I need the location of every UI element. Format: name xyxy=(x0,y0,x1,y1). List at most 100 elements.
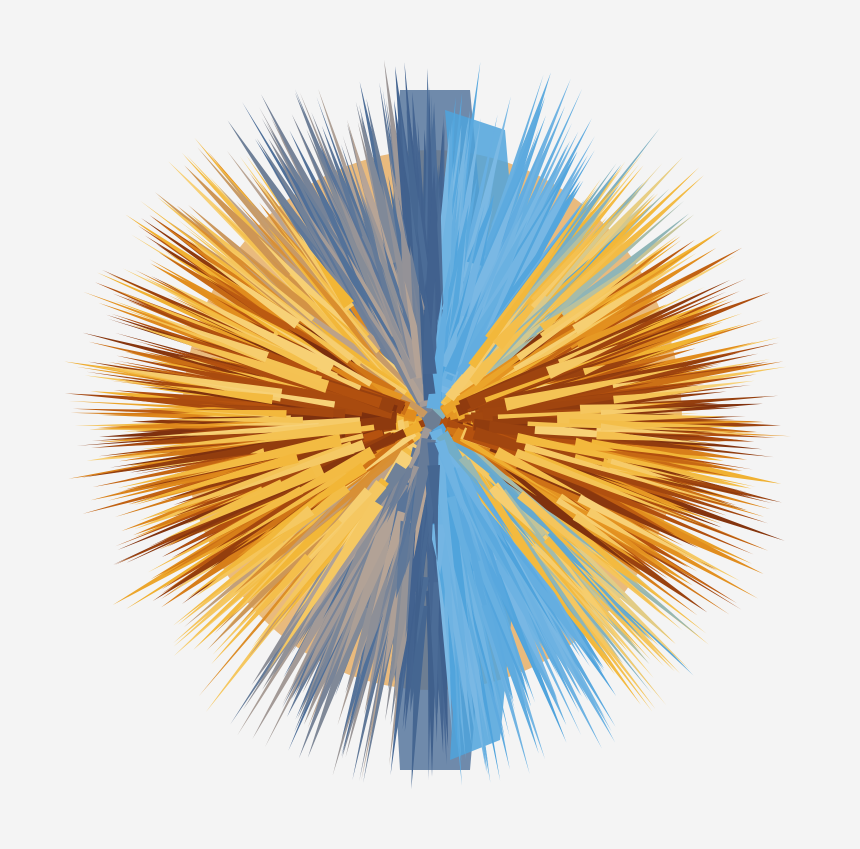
spike xyxy=(427,465,440,539)
spike-highlight xyxy=(211,553,312,665)
spike xyxy=(447,495,491,657)
spike xyxy=(422,165,443,338)
spike xyxy=(481,499,546,591)
spike-highlight xyxy=(214,486,263,508)
spike-highlight xyxy=(184,423,325,437)
spike-highlight xyxy=(141,421,362,450)
spike-dark xyxy=(482,393,653,420)
spike xyxy=(333,350,396,397)
spike xyxy=(406,465,420,494)
spike xyxy=(545,230,636,315)
spike xyxy=(504,537,590,660)
spike xyxy=(461,96,511,280)
spike-highlight xyxy=(591,439,710,460)
spike xyxy=(453,465,507,555)
spike-highlight xyxy=(539,234,679,341)
spike-highlight xyxy=(609,458,675,480)
spike-highlight xyxy=(207,470,348,559)
spike-highlight xyxy=(559,493,588,512)
spike-highlight xyxy=(596,429,672,441)
spike xyxy=(573,203,653,281)
spike-highlight xyxy=(485,187,597,342)
spike-highlight xyxy=(269,505,315,542)
spike-highlight xyxy=(600,423,635,431)
spike-dark xyxy=(500,321,700,399)
spike xyxy=(434,439,482,556)
spike-highlight xyxy=(545,344,619,379)
spike-highlight xyxy=(137,441,355,522)
spike-dark xyxy=(81,428,343,478)
spike xyxy=(466,307,545,386)
spike-highlight xyxy=(251,480,387,649)
spike-highlight xyxy=(574,454,689,486)
spike xyxy=(150,509,269,580)
spike-highlight xyxy=(527,421,763,433)
spike xyxy=(404,437,436,576)
spike-highlight xyxy=(514,448,704,526)
spike-highlight xyxy=(216,446,376,537)
spike-highlight xyxy=(574,437,618,452)
spike-highlight xyxy=(582,364,606,376)
spike xyxy=(484,469,567,547)
spike-highlight xyxy=(612,380,641,389)
spike xyxy=(570,175,704,296)
spike xyxy=(158,252,291,337)
spike-highlight xyxy=(522,449,693,516)
spike xyxy=(544,530,595,579)
spike-highlight xyxy=(312,254,354,309)
spike-highlight xyxy=(607,458,708,484)
spike xyxy=(347,253,397,341)
spike xyxy=(282,526,379,705)
spike xyxy=(335,531,396,677)
spike xyxy=(567,285,679,349)
spike-highlight xyxy=(217,254,355,361)
spike-highlight xyxy=(200,255,301,329)
spike-highlight xyxy=(122,308,323,384)
spike xyxy=(459,435,563,501)
spike-highlight xyxy=(513,275,666,372)
spike xyxy=(470,510,510,577)
spike-highlight xyxy=(530,216,608,305)
spike xyxy=(186,504,314,600)
spike xyxy=(366,270,417,380)
spike xyxy=(335,439,409,504)
spike xyxy=(492,555,543,649)
spike xyxy=(351,134,388,243)
spike-highlight xyxy=(586,507,651,548)
spike-highlight xyxy=(298,253,380,354)
spike-highlight xyxy=(203,439,366,503)
spike-highlight xyxy=(517,491,667,619)
spike-highlight xyxy=(152,416,303,423)
spike xyxy=(386,466,415,524)
spike-highlight xyxy=(572,512,636,558)
spike-highlight xyxy=(255,462,367,542)
spike-highlight xyxy=(577,494,722,574)
spike xyxy=(352,430,417,481)
spike xyxy=(591,488,764,574)
spike-highlight xyxy=(613,389,709,404)
spike-highlight xyxy=(524,443,751,512)
spike-highlight xyxy=(543,536,609,605)
spike xyxy=(544,200,685,323)
spike xyxy=(555,515,639,585)
spike-highlight xyxy=(213,467,316,518)
spike-highlight xyxy=(516,275,634,361)
spike-highlight xyxy=(172,303,319,372)
spike xyxy=(422,289,437,375)
spike xyxy=(456,307,505,378)
spike xyxy=(487,482,537,535)
spike-highlight xyxy=(160,384,274,405)
spike xyxy=(576,481,675,535)
spike-highlight xyxy=(147,486,304,573)
spike-highlight xyxy=(556,497,634,549)
spike-highlight xyxy=(183,479,284,526)
spike xyxy=(481,603,513,699)
spike xyxy=(449,434,504,485)
spike-highlight xyxy=(557,321,646,364)
spike xyxy=(462,114,498,264)
spike-highlight xyxy=(494,447,586,497)
spike-highlight xyxy=(530,231,601,309)
spike-highlight xyxy=(579,403,661,415)
spike-highlight xyxy=(241,308,373,387)
